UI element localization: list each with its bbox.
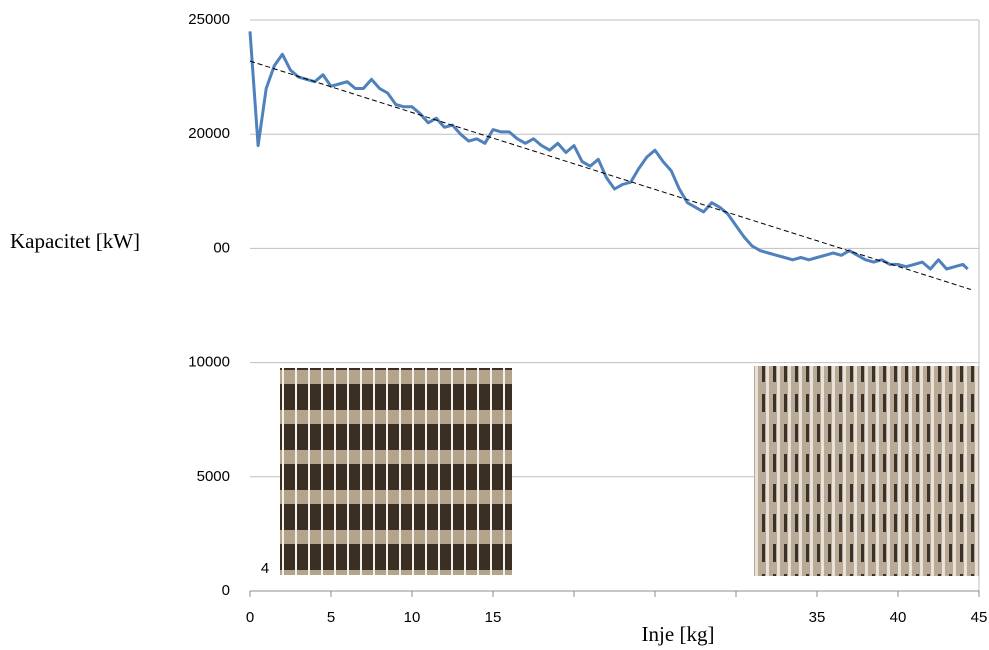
photo [754,366,979,576]
y-axis-label: Kapacitet [kW] [10,229,140,253]
x-axis-label: Inje [kg] [642,622,715,646]
x-tick-label: 10 [404,609,421,626]
y-tick-label: 5000 [197,468,230,485]
y-tick-label: 0 [222,582,230,599]
trend-line [250,61,971,289]
x-tick-label: 0 [246,609,254,626]
x-tick-label: 15 [485,609,502,626]
photo [280,368,512,575]
annotation: 4 [261,560,269,577]
x-tick-label: 45 [971,609,988,626]
chart: Kapacitet [kW] Inje [kg] 4 0 5000 10000 00 2… [0,0,989,650]
x-tick-label: 40 [890,609,907,626]
y-tick-label: 00 [213,239,230,256]
x-tick-label: 5 [327,609,335,626]
y-tick-label: 10000 [188,354,230,371]
x-tick-label: 35 [809,609,826,626]
y-tick-label: 25000 [188,11,230,28]
data-line [250,31,968,269]
y-tick-label: 20000 [188,125,230,142]
